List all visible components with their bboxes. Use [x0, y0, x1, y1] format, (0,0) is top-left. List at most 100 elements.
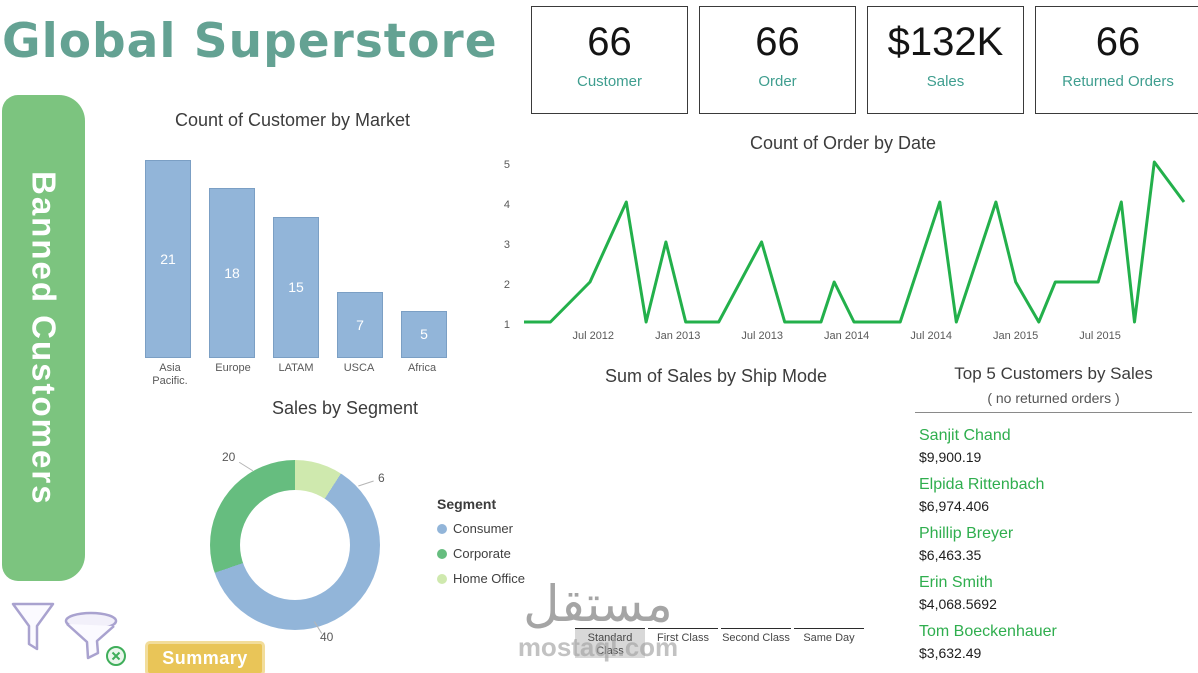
bar-category-label: Europe: [215, 362, 251, 374]
divider: [915, 412, 1192, 413]
y-tick-label: 1: [503, 319, 510, 331]
market-bar[interactable]: 18: [209, 188, 255, 358]
order-chart-y-axis: 5 4 3 2 1: [488, 154, 510, 334]
donut-callout-corporate: 20: [222, 450, 236, 464]
donut-callout-consumer: 40: [320, 630, 334, 644]
kpi-card-order: 66 Order: [699, 6, 856, 114]
kpi-label: Sales: [926, 73, 965, 90]
segment-chart-title: Sales by Segment: [271, 398, 419, 418]
market-bar[interactable]: 21: [145, 160, 191, 358]
order-trend-line[interactable]: [524, 160, 1186, 324]
kpi-value: 66: [755, 20, 800, 64]
ship-mode-same-day[interactable]: Same Day: [794, 628, 864, 645]
summary-button[interactable]: Summary: [145, 641, 265, 673]
clear-filter-funnel-icon[interactable]: [62, 610, 128, 668]
bar-category-label: Asia Pacific.: [152, 362, 188, 387]
customer-row[interactable]: Erin Smith $4,068.5692: [919, 571, 1192, 615]
bar-category-label: Africa: [407, 362, 437, 374]
sidebar-label: Banned Customers: [25, 170, 63, 506]
banned-customers-toggle[interactable]: Banned Customers: [2, 95, 85, 581]
customer-row[interactable]: Phillip Breyer $6,463.35: [919, 522, 1192, 566]
x-tick-label: Jul 2015: [1079, 330, 1121, 342]
legend-dot: [437, 548, 447, 559]
market-bar[interactable]: 5: [401, 310, 447, 358]
customer-row[interactable]: Sanjit Chand $9,900.19: [919, 424, 1192, 468]
x-tick-label: Jan 2014: [824, 330, 870, 342]
bar-value-label: 21: [160, 251, 176, 267]
filter-funnel-icon[interactable]: [10, 600, 56, 658]
legend-item-home-office[interactable]: Home Office: [437, 571, 525, 586]
market-bar[interactable]: 15: [273, 216, 319, 358]
x-tick-label: Jan 2015: [992, 330, 1039, 342]
ship-mode-second-class[interactable]: Second Class: [721, 628, 791, 645]
kpi-value: 66: [587, 20, 632, 64]
top-customers-title: Top 5 Customers by Sales: [954, 364, 1153, 383]
legend-label: Consumer: [453, 521, 513, 536]
bar-category-label: LATAM: [278, 362, 314, 374]
kpi-row: 66 Customer 66 Order $132K Sales 66 Retu…: [531, 6, 1198, 114]
customer-sales: $6,463.35: [919, 547, 982, 563]
customer-sales: $6,974.406: [919, 498, 990, 514]
legend-item-corporate[interactable]: Corporate: [437, 546, 525, 561]
y-tick-label: 5: [503, 159, 510, 171]
kpi-card-customer: 66 Customer: [531, 6, 688, 114]
leader-line: [358, 480, 374, 487]
x-tick-label: Jul 2014: [910, 330, 952, 342]
leader-line: [238, 461, 254, 472]
watermark-arabic: مستقل: [523, 575, 673, 633]
donut-callout-home-office: 6: [378, 471, 385, 485]
legend-items: Consumer Corporate Home Office: [437, 521, 525, 586]
customer-name: Elpida Rittenbach: [919, 476, 1045, 493]
order-trend-chart[interactable]: [518, 150, 1190, 330]
market-chart-title: Count of Customer by Market: [174, 110, 411, 130]
x-tick-label: Jul 2013: [741, 330, 783, 342]
customer-sales: $3,632.49: [919, 645, 982, 661]
market-bar[interactable]: 7: [337, 292, 383, 358]
legend-label: Corporate: [453, 546, 511, 561]
watermark-domain: mostaql.com: [517, 632, 679, 662]
page-title: Global Superstore: [2, 14, 498, 69]
kpi-label: Customer: [576, 73, 643, 90]
segment-legend: Segment Consumer Corporate Home Office: [437, 496, 525, 596]
order-chart-x-axis: Jul 2012 Jan 2013 Jul 2013 Jan 2014 Jul 2014…: [518, 330, 1190, 346]
kpi-label: Order: [758, 73, 797, 90]
kpi-value: 66: [1095, 20, 1141, 64]
bar-value-label: 18: [224, 265, 240, 282]
top-customers-list: Sanjit Chand $9,900.19 Elpida Rittenbach $6…: [919, 424, 1192, 669]
y-tick-label: 4: [503, 199, 510, 211]
ship-mode-standard-class[interactable]: Standard Class: [575, 628, 645, 658]
kpi-card-returned-orders: 66 Returned Orders: [1035, 6, 1198, 114]
legend-label: Home Office: [453, 571, 526, 586]
legend-item-consumer[interactable]: Consumer: [437, 521, 525, 536]
legend-title: Segment: [437, 496, 497, 512]
customer-sales: $9,900.19: [919, 449, 982, 465]
customer-name: Tom Boeckenhauer: [919, 623, 1057, 640]
customer-name: Erin Smith: [919, 574, 993, 591]
top-customers-subtitle: ( no returned orders ): [987, 390, 1120, 406]
customer-row[interactable]: Tom Boeckenhauer $3,632.49: [919, 620, 1192, 664]
customer-name: Sanjit Chand: [919, 427, 1011, 444]
legend-dot: [437, 573, 447, 584]
bar-value-label: 5: [420, 326, 428, 343]
kpi-card-sales: $132K Sales: [867, 6, 1024, 114]
market-category-labels: Asia Pacific. Europe LATAM USCA Africa: [145, 362, 447, 388]
x-tick-label: Jan 2013: [655, 330, 701, 342]
x-tick-label: Jul 2012: [572, 330, 615, 342]
y-tick-label: 3: [503, 239, 510, 251]
customer-row[interactable]: Elpida Rittenbach $6,974.406: [919, 473, 1192, 517]
bar-value-label: 7: [356, 317, 364, 333]
ship-mode-chart-title: Sum of Sales by Ship Mode: [604, 366, 828, 386]
segment-donut-chart[interactable]: [210, 460, 380, 630]
y-tick-label: 2: [503, 279, 510, 291]
legend-dot: [437, 523, 447, 534]
customer-name: Phillip Breyer: [919, 525, 1014, 542]
customer-sales: $4,068.5692: [919, 596, 997, 612]
ship-mode-first-class[interactable]: First Class: [648, 628, 718, 645]
bar-value-label: 15: [288, 279, 304, 296]
bar-category-label: USCA: [343, 362, 375, 374]
kpi-label: Returned Orders: [1062, 73, 1174, 90]
order-chart-title: Count of Order by Date: [749, 133, 937, 153]
market-bar-plot: 21 18 15 7 5: [145, 160, 447, 358]
kpi-value: $132K: [887, 20, 1004, 64]
